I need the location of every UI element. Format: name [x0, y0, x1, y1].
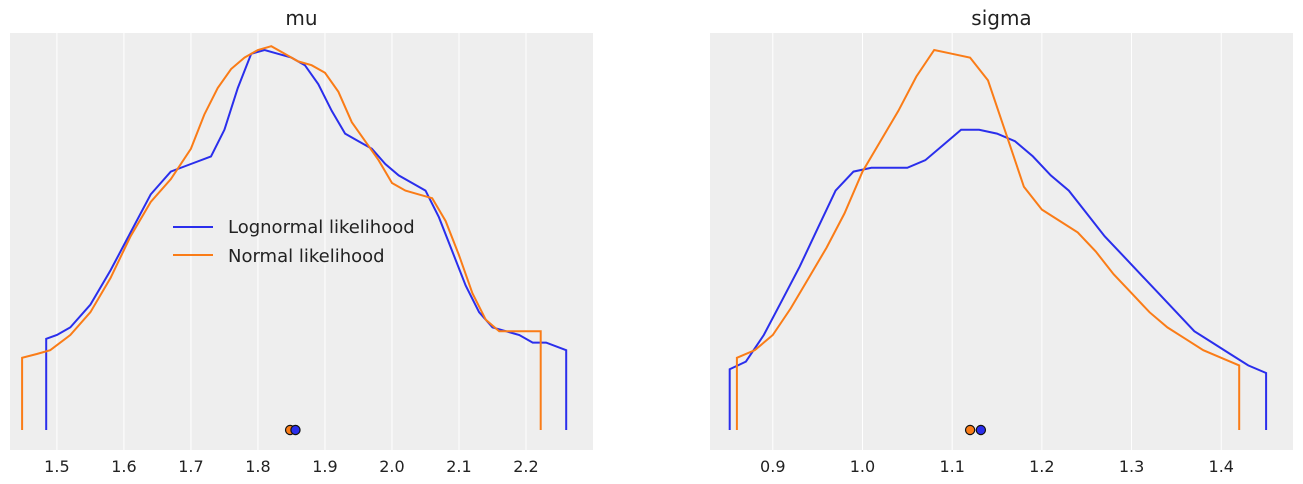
gridlines-mu [56, 33, 527, 450]
point-estimates-mu [284, 424, 301, 436]
x-tick-label-mu-1: 1.6 [111, 457, 136, 476]
plot-area-sigma [710, 33, 1293, 450]
chart-title-mu: mu [285, 6, 317, 30]
curves-mu [21, 45, 568, 430]
point-estimates-sigma [964, 424, 987, 436]
x-tick-label-sigma-2: 1.1 [939, 457, 964, 476]
plot-area-mu [10, 33, 593, 450]
x-tick-label-sigma-1: 1.0 [850, 457, 875, 476]
x-tick-label-mu-0: 1.5 [44, 457, 69, 476]
x-tick-labels-sigma: 0.9 1.0 1.1 1.2 1.3 1.4 [760, 457, 1234, 476]
x-tick-label-sigma-3: 1.2 [1029, 457, 1054, 476]
legend-label-normal: Normal likelihood [228, 246, 385, 267]
x-tick-label-mu-3: 1.8 [245, 457, 270, 476]
x-tick-label-sigma-4: 1.3 [1119, 457, 1144, 476]
point-estimate-sigma-normal [964, 424, 976, 436]
curves-sigma [728, 48, 1268, 430]
legend-label-lognormal: Lognormal likelihood [228, 217, 415, 238]
plot-panel-sigma: 0.9 1.0 1.1 1.2 1.3 1.4 sigma [710, 6, 1293, 476]
point-estimate-sigma-lognormal [975, 424, 987, 436]
density-curve-sigma-normal [735, 48, 1241, 430]
x-tick-label-mu-6: 2.1 [446, 457, 471, 476]
plot-panel-mu: 1.5 1.6 1.7 1.8 1.9 2.0 2.1 2.2 mu Lognormal li… [10, 6, 593, 476]
legend: Lognormal likelihood Normal likelihood [173, 217, 415, 267]
point-estimate-mu-lognormal [290, 424, 301, 436]
x-tick-label-sigma-0: 0.9 [760, 457, 785, 476]
gridlines-sigma [772, 33, 1222, 450]
density-curve-sigma-lognormal [728, 128, 1268, 430]
x-tick-label-mu-4: 1.9 [312, 457, 337, 476]
chart-title-sigma: sigma [971, 6, 1031, 30]
x-tick-label-mu-2: 1.7 [178, 457, 203, 476]
density-curve-mu-normal [21, 45, 542, 430]
x-tick-label-mu-5: 2.0 [379, 457, 404, 476]
x-tick-labels-mu: 1.5 1.6 1.7 1.8 1.9 2.0 2.1 2.2 [44, 457, 539, 476]
x-tick-label-mu-7: 2.2 [513, 457, 538, 476]
x-tick-label-sigma-5: 1.4 [1209, 457, 1234, 476]
